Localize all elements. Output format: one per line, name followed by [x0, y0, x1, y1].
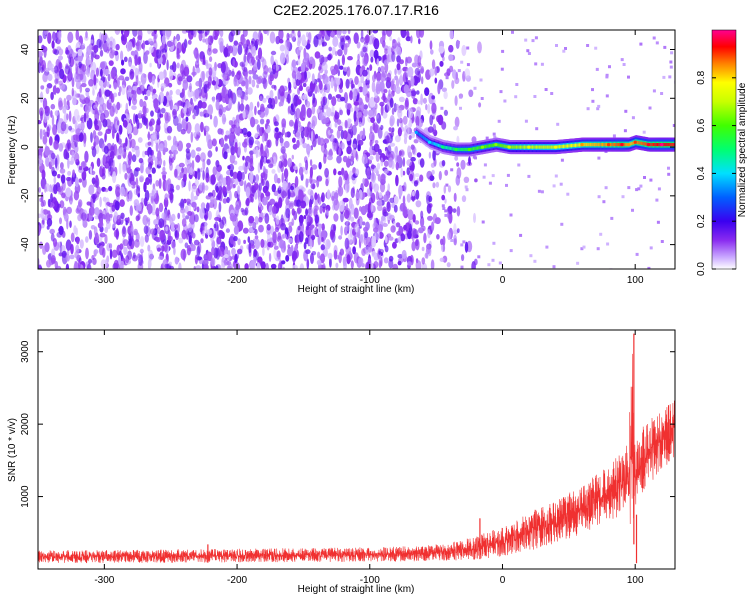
y-tick-label: 40	[20, 44, 31, 56]
spectrogram-heatmap	[38, 30, 675, 269]
snr-frame	[37, 329, 676, 570]
spectrogram-x-ticks: -300 -200 -100 0 100	[94, 30, 644, 286]
signal-point	[481, 145, 485, 149]
signal-point	[414, 130, 418, 134]
signal-point	[554, 145, 558, 149]
signal-point	[646, 143, 651, 147]
signal-point	[441, 145, 445, 149]
signal-point	[427, 140, 432, 144]
x-tick-label: -200	[227, 275, 247, 286]
colorbar-tick-label: 0.8	[696, 70, 707, 84]
snr-spikes	[207, 333, 638, 564]
x-tick-label: -300	[94, 575, 114, 586]
signal-point	[494, 143, 498, 147]
y-tick-label: -40	[20, 237, 31, 252]
x-tick-label: 0	[500, 575, 506, 586]
x-tick-label: -300	[94, 275, 114, 286]
y-tick-label: 3000	[20, 340, 31, 363]
signal-point	[467, 147, 471, 152]
colorbar: 0.0 0.2 0.4 0.6 0.8 Normalized spectral ampl…	[696, 29, 748, 276]
spectrogram-frame	[37, 29, 676, 270]
x-tick-label: -200	[227, 575, 247, 586]
snr-x-ticks: -300 -200 -100 0 100	[94, 330, 644, 586]
signal-point	[527, 145, 531, 149]
signal-point	[580, 143, 584, 147]
signal-point	[607, 143, 611, 147]
colorbar-tick-label: 0.2	[696, 214, 707, 228]
x-tick-label: 100	[627, 275, 644, 286]
colorbar-tick-label: 0.4	[696, 166, 707, 180]
spectrogram-x-axis-label: Height of straight line (km)	[298, 284, 415, 295]
snr-plot-area	[38, 330, 675, 569]
y-tick-label: 1000	[20, 485, 31, 508]
snr-panel: -300 -200 -100 0 100 1000 2000 3000 Height of …	[7, 329, 676, 595]
page-title: C2E2.2025.176.07.17.R16	[273, 2, 439, 18]
signal-point	[454, 147, 458, 152]
y-tick-label: 20	[20, 92, 31, 104]
colorbar-gradient	[711, 29, 737, 270]
signal-point	[620, 143, 624, 147]
snr-line	[38, 353, 675, 564]
colorbar-ticks: 0.0 0.2 0.4 0.6 0.8	[696, 70, 736, 276]
x-tick-label: -100	[360, 275, 380, 286]
snr-y-ticks: 1000 2000 3000	[20, 340, 675, 508]
signal-point	[660, 143, 664, 147]
x-tick-label: 0	[500, 275, 506, 286]
spectrogram-y-ticks: -40 -20 0 20 40	[20, 44, 675, 252]
signal-point	[627, 143, 631, 147]
x-tick-label: 100	[627, 575, 644, 586]
y-tick-label: 2000	[20, 413, 31, 436]
y-tick-label: -20	[20, 188, 31, 203]
snr-x-axis-label: Height of straight line (km)	[298, 584, 415, 595]
snr-series	[38, 333, 675, 564]
signal-point	[633, 140, 637, 144]
colorbar-label: Normalized spectral amplitude	[737, 82, 748, 217]
snr-y-axis-label: SNR (10 * v/v)	[7, 418, 18, 482]
colorbar-tick-label: 0.0	[696, 262, 707, 276]
signal-point	[507, 145, 511, 149]
x-tick-label: -100	[360, 575, 380, 586]
colorbar-tick-label: 0.6	[696, 118, 707, 132]
y-tick-label: 0	[20, 144, 31, 150]
spectrogram-y-axis-label: Frequency (Hz)	[7, 116, 18, 185]
